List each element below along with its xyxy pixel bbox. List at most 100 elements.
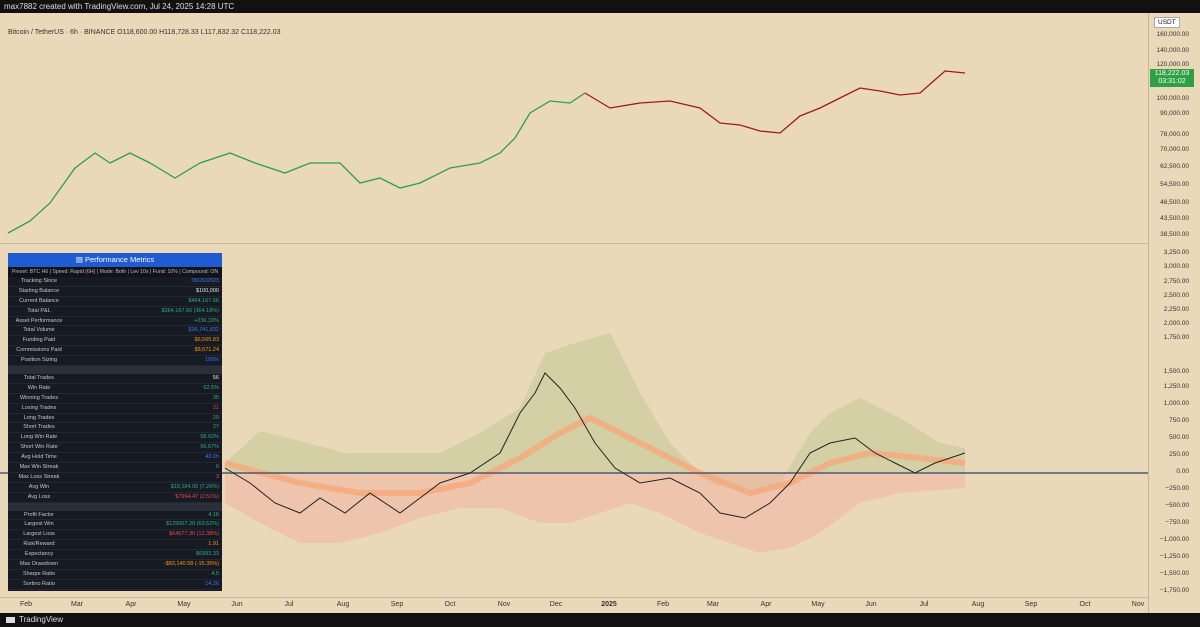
- time-tick: Aug: [336, 601, 350, 608]
- metric-row: Long Trades 29: [8, 414, 222, 424]
- time-tick: Nov: [497, 601, 511, 608]
- indicator-tick: 1,250.00: [1163, 383, 1189, 390]
- price-line-red: [584, 70, 966, 134]
- metric-row: Risk/Reward 1.91: [8, 540, 222, 551]
- indicator-tick: 2,500.00: [1163, 292, 1189, 299]
- price-tick: 140,000.00: [1156, 47, 1189, 54]
- time-tick: Sep: [1024, 601, 1038, 608]
- upper-band: [225, 333, 965, 493]
- metric-row: Largest Win $129007.28 (63.52%): [8, 520, 222, 531]
- time-tick: Apr: [760, 601, 772, 608]
- metric-label: Risk/Reward: [23, 541, 55, 548]
- metric-row: Winning Trades 35: [8, 394, 222, 404]
- group-separator: [8, 502, 222, 511]
- metric-value: 3: [215, 473, 219, 480]
- indicator-tick: −1,250.00: [1159, 553, 1189, 560]
- metric-label: Funding Paid: [22, 337, 56, 344]
- metric-row: Max Loss Streak 3: [8, 473, 222, 483]
- tradingview-logo-icon[interactable]: [6, 616, 15, 623]
- metric-value: $464,167.66: [188, 297, 219, 304]
- time-tick: Nov: [1131, 601, 1145, 608]
- price-tick: 70,000.00: [1160, 146, 1189, 153]
- metric-row: Long Win Rate 58.62%: [8, 433, 222, 444]
- metric-label: Max Drawdown: [20, 561, 58, 568]
- metric-label: Short Win Rate: [20, 444, 58, 451]
- metric-value: $19,184.05 (7.26%): [170, 483, 219, 490]
- metric-row: Profit Factor 4.18: [8, 511, 222, 521]
- oscillator-line: [224, 372, 966, 519]
- group-separator: [8, 366, 222, 375]
- metric-value: $8,671.24: [194, 347, 219, 354]
- metric-label: Profit Factor: [24, 511, 54, 518]
- metric-value: $100,000: [196, 287, 219, 294]
- time-tick: Jun: [865, 601, 877, 608]
- metric-value: 21: [212, 404, 219, 411]
- metric-value: $26,741,832: [188, 327, 219, 334]
- metric-label: Current Balance: [19, 297, 59, 304]
- time-tick: Sep: [390, 601, 404, 608]
- metric-label: Expectancy: [24, 551, 54, 558]
- price-tick: 78,000.00: [1160, 131, 1189, 138]
- price-tick: 90,000.00: [1160, 110, 1189, 117]
- price-tick: 100,000.00: [1156, 95, 1189, 102]
- metrics-group-trades: Total Trades 56 Win Rate 62.5% Winning Trade…: [8, 374, 222, 503]
- time-tick: Feb: [19, 601, 33, 608]
- metric-value: 14.26: [205, 580, 219, 587]
- indicator-tick: 250.00: [1169, 451, 1189, 458]
- metric-row: Total P&L $364,167.66 (364.18%): [8, 307, 222, 317]
- metric-label: Winning Trades: [19, 394, 59, 401]
- indicator-tick: −250.00: [1165, 485, 1189, 492]
- indicator-tick: 1,000.00: [1163, 400, 1189, 407]
- time-tick: Jul: [919, 601, 929, 608]
- metric-label: Commissions Paid: [16, 347, 62, 354]
- metric-value: $64677.36 (12.38%): [169, 531, 219, 538]
- metric-value: 100%: [204, 357, 219, 364]
- indicator-tick: 1,750.00: [1163, 334, 1189, 341]
- time-tick: May: [811, 601, 825, 608]
- metric-value: 43.0h: [205, 454, 219, 461]
- metric-label: Long Trades: [23, 414, 55, 421]
- metric-label: Max Win Streak: [19, 464, 59, 471]
- metric-label: Long Win Rate: [20, 434, 58, 441]
- time-tick: Feb: [656, 601, 670, 608]
- metric-label: Short Trades: [23, 424, 55, 431]
- credit-text: max7882 created with TradingView.com, Ju…: [4, 2, 235, 11]
- time-axis[interactable]: Feb Mar Apr May Jun Jul Aug Sep Oct Nov …: [0, 597, 1148, 614]
- metric-value: 09/20/2023: [191, 278, 219, 284]
- metric-value: 56: [212, 375, 219, 382]
- time-tick: Mar: [70, 601, 84, 608]
- metric-label: Largest Win: [24, 521, 54, 528]
- currency-button[interactable]: USDT: [1154, 17, 1180, 28]
- pane-divider[interactable]: [0, 243, 1148, 244]
- chart-area[interactable]: Bitcoin / TetherUS · 6h · BINANCE O118,6…: [0, 13, 1148, 613]
- metric-row: Win Rate 62.5%: [8, 384, 222, 394]
- metric-row: Short Trades 27: [8, 423, 222, 434]
- price-tick: 54,500.00: [1160, 181, 1189, 188]
- time-tick: Oct: [444, 601, 456, 608]
- time-tick: Aug: [971, 601, 985, 608]
- indicator-tick: −500.00: [1165, 502, 1189, 509]
- last-price: 118,222.03: [1154, 70, 1190, 77]
- metric-label: Sortino Ratio: [23, 580, 55, 587]
- metric-row: Sharpe Ratio 4.5: [8, 570, 222, 580]
- metric-row: Sortino Ratio 14.26: [8, 580, 222, 590]
- price-tick: 48,500.00: [1160, 199, 1189, 206]
- brand-name[interactable]: TradingView: [19, 615, 64, 624]
- indicator-tick: −1,000.00: [1159, 536, 1189, 543]
- indicator-tick: 3,250.00: [1163, 249, 1189, 256]
- metric-label: Asset Performance: [15, 317, 63, 324]
- time-tick: May: [177, 601, 191, 608]
- time-tick: Oct: [1079, 601, 1091, 608]
- price-summary: Bitcoin / TetherUS · 6h · BINANCE O118,6…: [8, 29, 281, 36]
- metric-label: Sharpe Ratio: [22, 570, 56, 577]
- indicator-tick: −750.00: [1165, 519, 1189, 526]
- metric-row: Max Win Streak 6: [8, 463, 222, 473]
- metric-value: 6: [215, 464, 219, 471]
- metric-row: Tracking Since 09/20/2023: [8, 277, 222, 287]
- price-axis[interactable]: 160,000.00 140,000.00 120,000.00 100,000…: [1148, 13, 1200, 613]
- metric-label: Avg Loss: [27, 493, 51, 500]
- metric-label: Avg Hold Time: [21, 454, 57, 461]
- metric-value: -$83,140.58 (-15.35%): [163, 561, 219, 568]
- metric-value: $6993.33: [196, 551, 219, 558]
- price-tick: 62,500.00: [1160, 163, 1189, 170]
